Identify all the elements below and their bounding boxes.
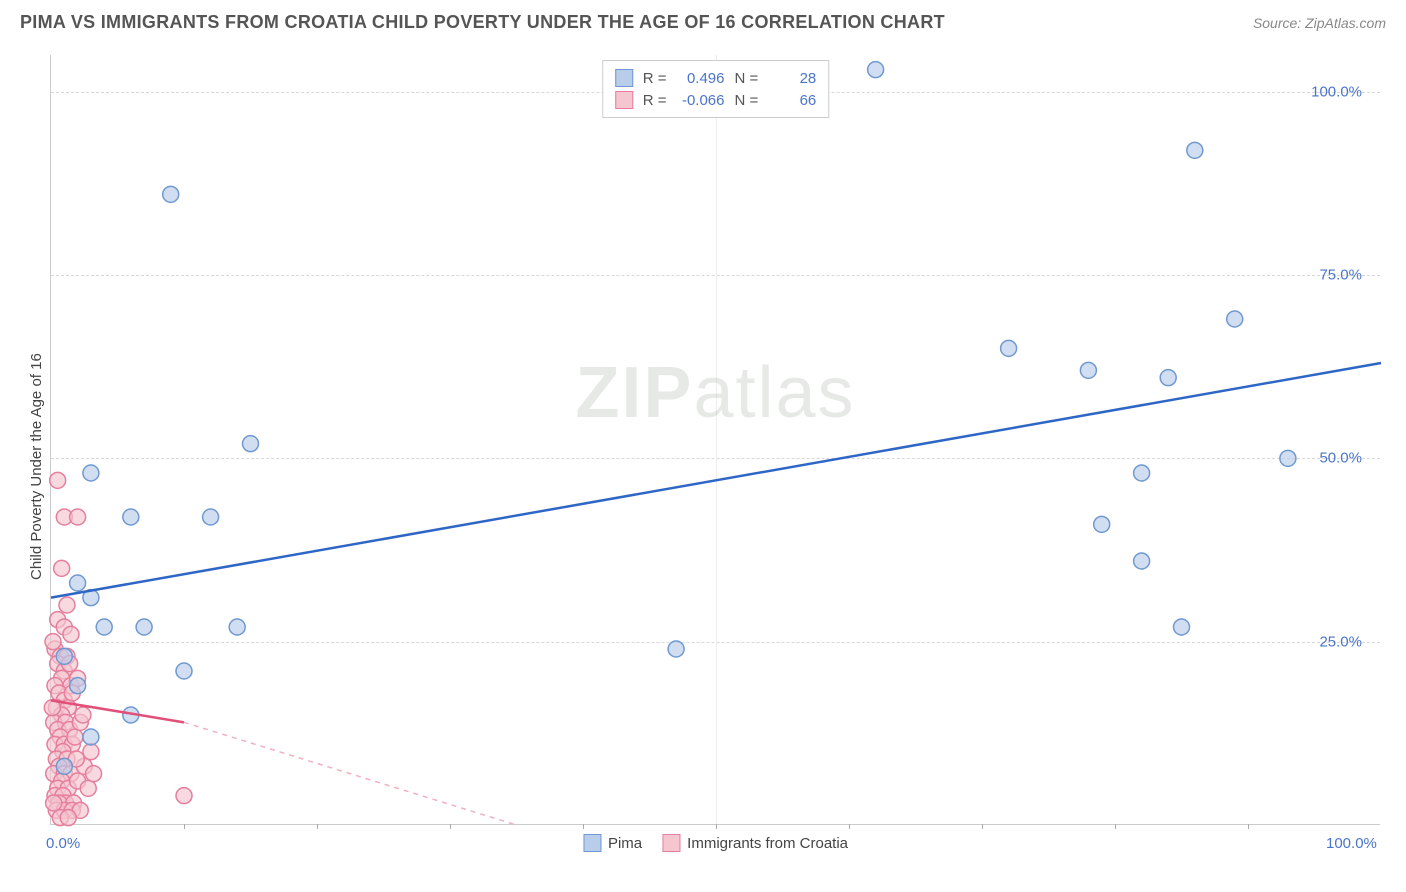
legend-item-pima: Pima [583, 834, 642, 852]
correlation-legend: R = 0.496 N = 28 R = -0.066 N = 66 [602, 60, 830, 118]
pima-swatch [615, 69, 633, 87]
pima-r-value: 0.496 [677, 70, 725, 87]
chart-title: PIMA VS IMMIGRANTS FROM CROATIA CHILD PO… [20, 12, 945, 33]
legend-row-croatia: R = -0.066 N = 66 [615, 89, 817, 111]
croatia-swatch-icon [662, 834, 680, 852]
chart-header: PIMA VS IMMIGRANTS FROM CROATIA CHILD PO… [0, 0, 1406, 41]
scatter-plot-svg [51, 55, 1380, 824]
croatia-r-value: -0.066 [677, 92, 725, 109]
series-legend: Pima Immigrants from Croatia [583, 834, 848, 852]
chart-source: Source: ZipAtlas.com [1253, 15, 1386, 31]
x-tick-label: 0.0% [46, 835, 80, 852]
y-axis-label: Child Poverty Under the Age of 16 [28, 353, 45, 580]
pima-swatch-icon [583, 834, 601, 852]
chart-plot-area: ZIPatlas R = 0.496 N = 28 R = -0.066 N =… [50, 55, 1380, 825]
croatia-n-value: 66 [768, 92, 816, 109]
legend-item-croatia: Immigrants from Croatia [662, 834, 848, 852]
legend-row-pima: R = 0.496 N = 28 [615, 67, 817, 89]
pima-n-value: 28 [768, 70, 816, 87]
croatia-swatch [615, 91, 633, 109]
x-tick-label: 100.0% [1326, 835, 1377, 852]
